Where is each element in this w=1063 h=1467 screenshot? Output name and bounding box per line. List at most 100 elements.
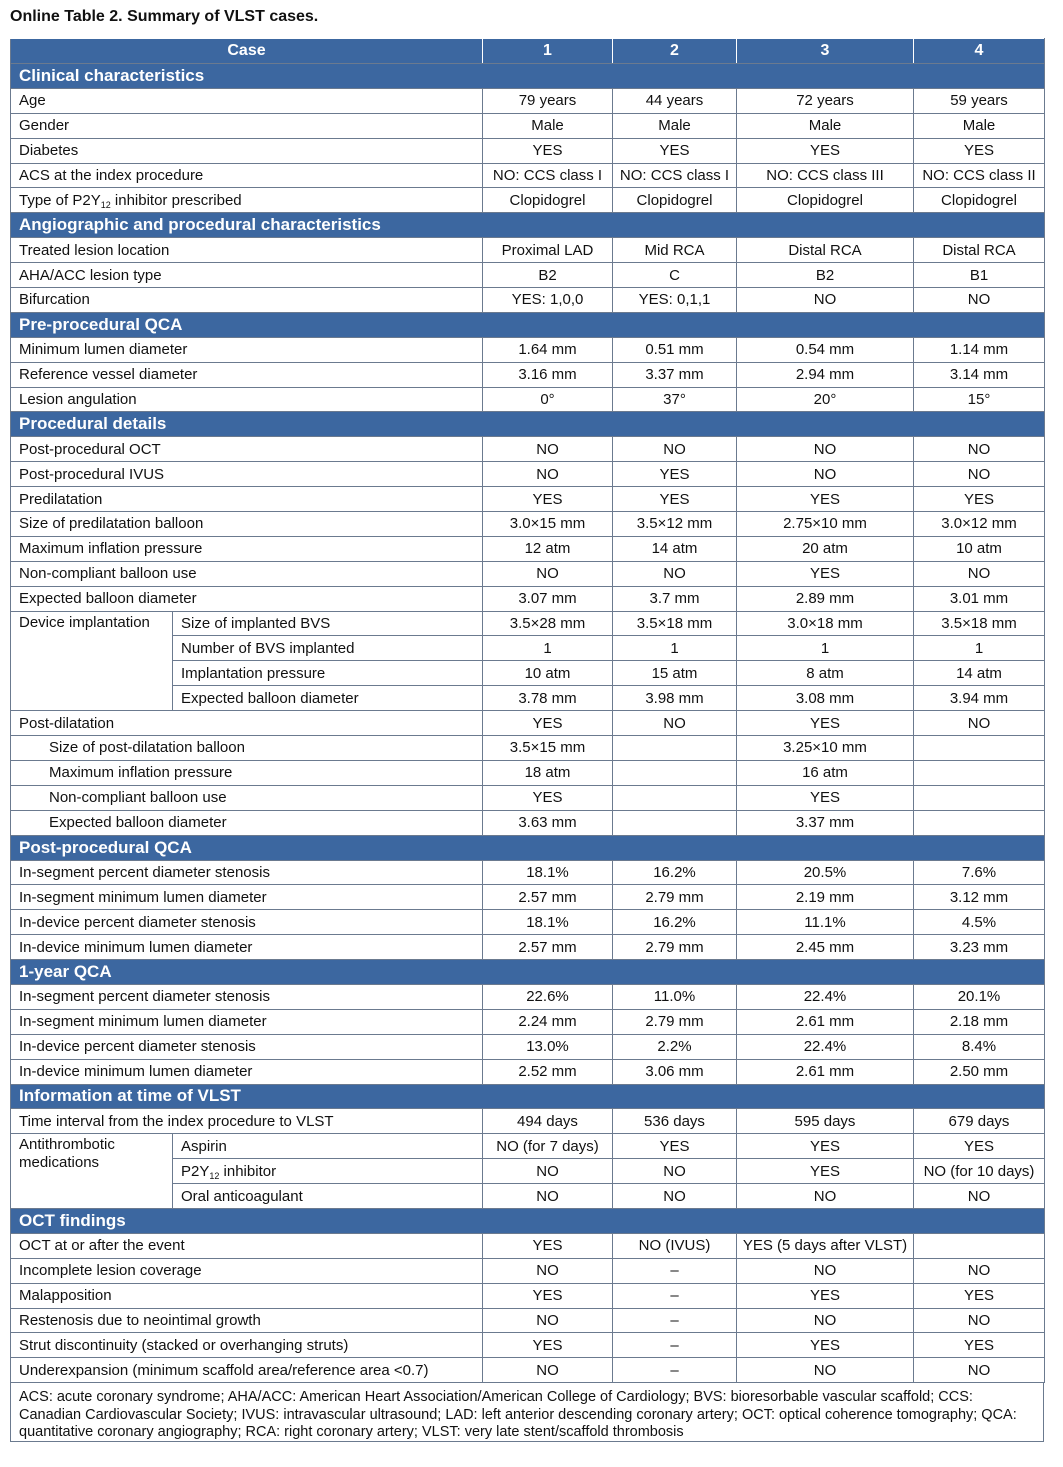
row-label: In-device minimum lumen diameter [10,1058,483,1085]
value-cell: – [612,1282,737,1309]
value-cell: – [612,1257,737,1284]
value-cell: 4.5% [913,909,1045,936]
value-cell: 11.1% [736,909,914,936]
data-row: Time interval from the index procedure t… [10,1108,1045,1135]
value-cell: 11.0% [612,983,737,1010]
value-cell [612,759,737,786]
value-cell: Male [612,112,737,139]
data-row: Expected balloon diameter 3.78 mm 3.98 mm 3… [11,685,1045,712]
value-cell: 3.37 mm [736,809,914,836]
header-cell: 4 [913,38,1045,64]
value-cell: YES [913,137,1045,164]
data-row: Restenosis due to neointimal growth NO – NO… [10,1307,1045,1334]
value-cell: 72 years [736,87,914,114]
value-cell: NO (for 7 days) [482,1133,613,1160]
data-row: Expected balloon diameter 3.63 mm 3.37 mm [10,809,1045,836]
data-row: Bifurcation YES: 1,0,0 YES: 0,1,1 NO NO [10,287,1045,313]
value-cell: NO [736,287,914,313]
value-cell: 3.0×15 mm [482,511,613,537]
value-cell: 2.79 mm [612,934,737,961]
data-row: Post-dilatation YES NO YES NO [10,710,1045,737]
value-cell: 3.98 mm [612,685,737,712]
row-label: AHA/ACC lesion type [10,262,483,289]
row-label: Underexpansion (minimum scaffold area/re… [10,1357,483,1384]
table-wrap: Case 1 2 3 4 Clinical characteristics Age 79 ye… [10,38,1045,1443]
value-cell: Male [482,112,613,139]
value-cell: YES [736,560,914,587]
row-label: Implantation pressure [172,660,483,687]
value-cell: YES [736,784,914,811]
value-cell: 0° [482,386,613,413]
data-row: Predilatation YES YES YES YES [10,486,1045,513]
section-row: Post-procedural QCA [10,834,1045,861]
value-cell: NO [482,436,613,463]
value-cell: NO: CCS class II [913,162,1045,189]
row-label: Strut discontinuity (stacked or overhang… [10,1332,483,1359]
row-label: Oral anticoagulant [172,1183,483,1209]
row-label: In-segment percent diameter stenosis [10,859,483,886]
row-label: Post-procedural IVUS [10,461,483,488]
value-cell [913,1232,1045,1259]
row-label: Predilatation [10,486,483,513]
value-cell: YES [482,1232,613,1259]
value-cell: 2.18 mm [913,1008,1045,1035]
value-cell: 3.5×18 mm [913,610,1045,637]
value-cell: 2.19 mm [736,884,914,911]
section-title: Information at time of VLST [10,1083,1045,1110]
value-cell: 3.5×28 mm [482,610,613,637]
value-cell: YES: 0,1,1 [612,287,737,313]
value-cell: YES [913,486,1045,513]
value-cell: NO [482,1307,613,1334]
value-cell: 595 days [736,1108,914,1135]
summary-table: Case 1 2 3 4 Clinical characteristics Age 79 ye… [10,38,1045,1384]
row-label: Expected balloon diameter [172,685,483,712]
value-cell: YES [612,486,737,513]
data-row: Strut discontinuity (stacked or overhang… [10,1332,1045,1359]
value-cell [913,784,1045,811]
value-cell: 15° [913,386,1045,413]
value-cell: 3.5×15 mm [482,735,613,761]
data-row: Treated lesion location Proximal LAD Mid R… [10,237,1045,264]
data-row: Underexpansion (minimum scaffold area/re… [10,1357,1045,1384]
value-cell [612,809,737,836]
section-title: Clinical characteristics [10,63,1045,89]
data-row: Post-procedural IVUS NO YES NO NO [10,461,1045,488]
data-row: Lesion angulation 0° 37° 20° 15° [10,386,1045,413]
data-row: Expected balloon diameter 3.07 mm 3.7 mm 2.… [10,585,1045,612]
value-cell: Clopidogrel [482,187,613,214]
value-cell: YES [482,1332,613,1359]
row-label: Bifurcation [10,287,483,313]
value-cell: 59 years [913,87,1045,114]
value-cell: 2.89 mm [736,585,914,612]
row-label: Lesion angulation [10,386,483,413]
value-cell: 2.45 mm [736,934,914,961]
value-cell [913,809,1045,836]
value-cell: NO [913,710,1045,737]
value-cell: 3.01 mm [913,585,1045,612]
value-cell: 10 atm [482,660,613,687]
value-cell: 16 atm [736,759,914,786]
value-cell: 20.1% [913,983,1045,1010]
value-cell [913,759,1045,786]
data-row: Non-compliant balloon use YES YES [10,784,1045,811]
row-label: Treated lesion location [10,237,483,264]
row-label: Restenosis due to neointimal growth [10,1307,483,1334]
data-row: Maximum inflation pressure 12 atm 14 atm 20… [10,535,1045,562]
value-cell: 16.2% [612,859,737,886]
value-cell: Male [913,112,1045,139]
value-cell: NO [736,1183,914,1209]
value-cell: 2.50 mm [913,1058,1045,1085]
section-title: Pre-procedural QCA [10,311,1045,338]
value-cell: 22.6% [482,983,613,1010]
value-cell: NO [913,1257,1045,1284]
value-cell: NO [736,1307,914,1334]
row-label: In-segment percent diameter stenosis [10,983,483,1010]
value-cell: 3.16 mm [482,361,613,388]
row-label: Type of P2Y12 inhibitor prescribed [10,187,483,214]
value-cell: 3.12 mm [913,884,1045,911]
data-row: ACS at the index procedure NO: CCS class … [10,162,1045,189]
value-cell: YES [736,1332,914,1359]
section-title: Procedural details [10,411,1045,438]
value-cell: 79 years [482,87,613,114]
value-cell: 3.7 mm [612,585,737,612]
